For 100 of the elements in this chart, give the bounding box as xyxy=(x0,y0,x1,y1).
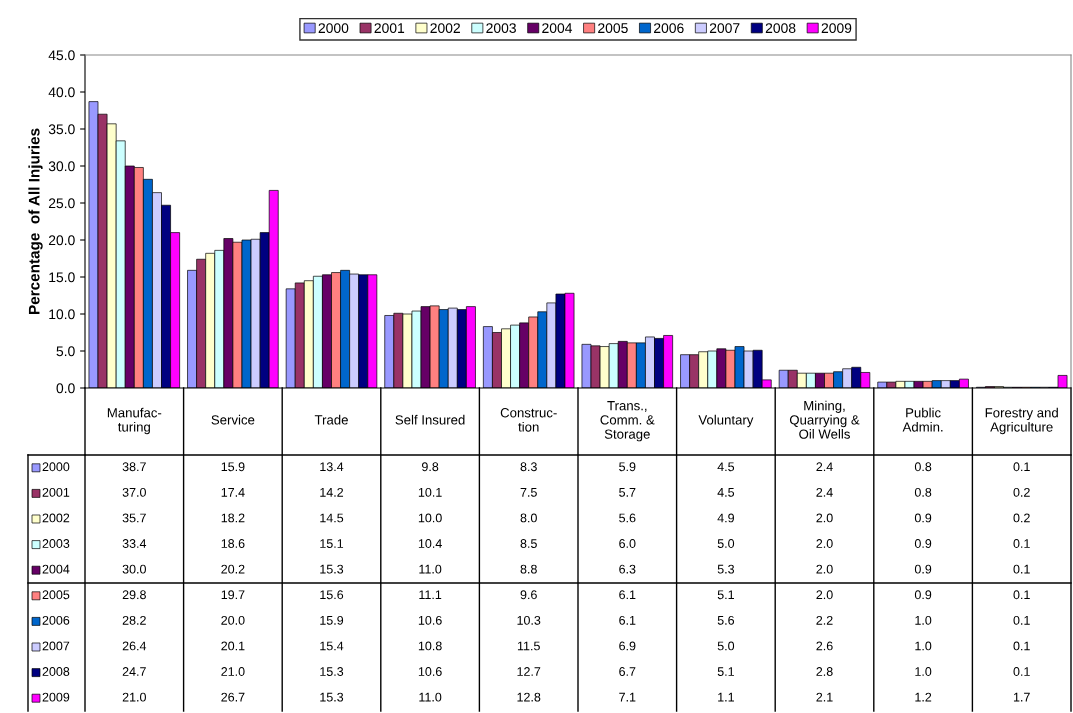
legend-label: 2000 xyxy=(318,23,349,34)
data-label: 14.2 xyxy=(320,487,344,497)
x-tick-label: Public Admin. xyxy=(902,407,943,432)
legend-label: 2006 xyxy=(654,23,684,34)
x-tick-label: Service xyxy=(211,414,255,425)
data-label: 5.9 xyxy=(619,462,636,472)
data-label: 0.1 xyxy=(1013,641,1030,651)
text: 2007 xyxy=(42,641,70,651)
x-tick-label: Manufac- turing xyxy=(107,407,162,435)
data-label: 0.1 xyxy=(1013,590,1030,600)
data-label: 9.6 xyxy=(520,590,537,600)
data-label: 2.1 xyxy=(816,692,833,702)
data-label: 10.1 xyxy=(418,487,442,497)
data-label: 1.0 xyxy=(915,615,932,625)
data-label: 6.9 xyxy=(619,641,636,651)
data-label: 26.7 xyxy=(221,692,245,702)
data-label: 15.4 xyxy=(320,641,344,651)
data-label: 2.0 xyxy=(816,564,833,574)
data-label: 5.0 xyxy=(717,641,735,651)
data-label: 0.1 xyxy=(1013,462,1030,472)
data-label: 5.0 xyxy=(717,539,735,548)
data-label: 26.4 xyxy=(122,641,147,651)
data-label: 28.2 xyxy=(122,615,146,625)
data-label: 0.8 xyxy=(914,487,932,497)
data-label: 21.0 xyxy=(221,667,245,676)
data-label: 10.6 xyxy=(418,615,442,625)
legend-label: 2002 xyxy=(430,23,460,34)
y-tick-label: 15.0 xyxy=(49,272,75,283)
x-tick-label: Construc- tion xyxy=(500,408,557,432)
text: 2009 xyxy=(42,692,70,702)
data-label: 6.0 xyxy=(619,539,636,548)
data-label: 11.5 xyxy=(517,641,540,651)
data-label: 4.5 xyxy=(717,488,735,497)
y-tick-label: 30.0 xyxy=(48,161,75,172)
data-label: 1.7 xyxy=(1013,692,1030,702)
data-label: 10.4 xyxy=(418,539,442,548)
data-label: 7.5 xyxy=(520,488,537,497)
data-label: 33.4 xyxy=(122,539,147,548)
data-label: 11.1 xyxy=(419,590,442,600)
data-label: 0.1 xyxy=(1013,667,1030,676)
data-label: 2.2 xyxy=(816,615,833,625)
y-tick-label: 35.0 xyxy=(48,124,75,135)
data-label: 10.6 xyxy=(418,667,442,676)
data-label: 2.6 xyxy=(816,641,833,651)
text: 2006 xyxy=(42,615,70,625)
data-label: 2.4 xyxy=(816,487,833,497)
y-tick-label: 20.0 xyxy=(48,235,75,246)
data-label: 30.0 xyxy=(122,564,146,574)
data-label: 2.0 xyxy=(816,513,833,523)
x-tick-label: Forestry and Agriculture xyxy=(985,407,1058,435)
data-label: 15.9 xyxy=(221,462,245,472)
data-label: 19.7 xyxy=(221,590,245,600)
text: 2008 xyxy=(42,667,70,676)
legend-label: 2001 xyxy=(374,23,405,34)
data-label: 18.2 xyxy=(221,513,245,523)
data-label: 11.0 xyxy=(419,692,442,702)
data-label: 7.1 xyxy=(619,692,636,702)
data-label: 10.8 xyxy=(418,641,442,651)
data-label: 6.7 xyxy=(619,667,636,676)
text: 2000 xyxy=(42,462,70,472)
data-label: 37.0 xyxy=(122,487,146,497)
data-label: 38.7 xyxy=(122,462,146,472)
data-label: 5.3 xyxy=(717,564,735,574)
data-label: 20.2 xyxy=(221,564,245,574)
data-label: 5.6 xyxy=(619,513,636,523)
y-tick-label: 25.0 xyxy=(48,198,75,209)
data-label: 4.9 xyxy=(717,513,734,523)
data-label: 0.8 xyxy=(914,462,932,472)
data-label: 12.7 xyxy=(517,667,541,676)
data-label: 18.6 xyxy=(221,539,245,548)
y-axis-title: Percentage of All Injuries xyxy=(28,128,43,314)
data-label: 15.1 xyxy=(320,539,344,548)
data-label: 2.0 xyxy=(816,539,833,548)
text: 2002 xyxy=(42,513,70,523)
data-label: 15.3 xyxy=(320,564,344,574)
data-label: 5.6 xyxy=(717,615,735,625)
data-label: 20.1 xyxy=(221,641,245,651)
data-label: 5.1 xyxy=(717,667,734,676)
data-label: 15.3 xyxy=(320,667,344,676)
data-label: 0.9 xyxy=(914,564,932,574)
data-label: 10.0 xyxy=(418,513,442,523)
data-label: 11.0 xyxy=(419,564,442,574)
y-tick-label: 45.0 xyxy=(48,50,75,61)
legend-label: 2007 xyxy=(709,23,740,34)
data-label: 24.7 xyxy=(122,667,146,676)
data-label: 5.1 xyxy=(717,590,734,600)
x-tick-label: Voluntary xyxy=(698,414,754,428)
legend-label: 2004 xyxy=(542,23,573,34)
y-tick-label: 5.0 xyxy=(56,346,75,357)
data-label: 1.1 xyxy=(718,692,734,702)
data-label: 21.0 xyxy=(122,692,146,702)
text: 2004 xyxy=(42,564,70,574)
data-label: 6.1 xyxy=(619,590,636,600)
data-label: 8.8 xyxy=(520,564,537,574)
data-label: 14.5 xyxy=(320,513,344,523)
data-label: 12.8 xyxy=(517,692,541,702)
data-label: 1.2 xyxy=(915,692,932,702)
data-label: 9.8 xyxy=(422,462,439,472)
data-label: 0.9 xyxy=(914,513,932,523)
data-label: 2.4 xyxy=(816,462,833,472)
